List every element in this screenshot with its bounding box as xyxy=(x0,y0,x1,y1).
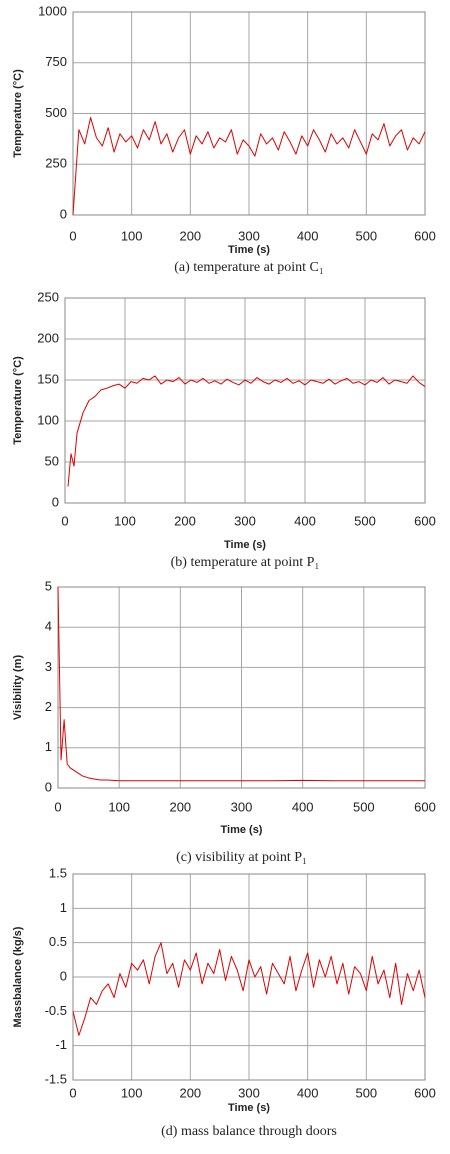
x-tick-label: 600 xyxy=(414,228,436,243)
x-tick-label: 0 xyxy=(61,513,68,528)
x-tick-label: 200 xyxy=(169,799,191,814)
x-tick-label: 600 xyxy=(414,513,436,528)
data-line xyxy=(72,117,426,216)
y-tick-label: 0 xyxy=(52,494,59,509)
y-tick-label: 1.5 xyxy=(49,865,67,880)
y-tick-label: 0 xyxy=(60,206,67,221)
x-tick-label: 400 xyxy=(297,1085,319,1100)
x-axis-title: Time (s) xyxy=(224,539,266,551)
plot-frame xyxy=(72,11,426,216)
y-tick-label: 750 xyxy=(45,54,67,69)
x-tick-label: 400 xyxy=(294,513,316,528)
caption: (a) temperature at point C₁ xyxy=(174,260,324,275)
y-axis-title: Temperature (°C) xyxy=(12,69,24,158)
x-tick-label: 100 xyxy=(121,1085,143,1100)
y-tick-label: 0.5 xyxy=(49,934,67,949)
x-tick-label: 300 xyxy=(234,513,256,528)
x-tick-label: 600 xyxy=(414,1085,436,1100)
y-tick-label: 250 xyxy=(37,289,59,304)
data-line xyxy=(57,586,425,782)
caption: (b) temperature at point P₁ xyxy=(171,555,320,570)
y-tick-label: 5 xyxy=(45,578,52,593)
y-axis-title: Massbalance (kg/s) xyxy=(12,926,24,1027)
y-tick-label: 0 xyxy=(45,779,52,794)
plot-frame xyxy=(57,586,426,789)
x-tick-label: 300 xyxy=(238,1085,260,1100)
data-line xyxy=(67,375,426,487)
x-axis-title: Time (s) xyxy=(221,824,263,836)
x-tick-label: 400 xyxy=(297,228,319,243)
x-tick-label: 200 xyxy=(174,513,196,528)
x-tick-label: 100 xyxy=(121,228,143,243)
plot-frame xyxy=(72,873,426,1081)
y-tick-label: -1.5 xyxy=(45,1071,67,1086)
data-line xyxy=(72,942,426,1036)
y-tick-label: -1 xyxy=(55,1037,67,1052)
x-tick-label: 300 xyxy=(238,228,260,243)
x-tick-label: 600 xyxy=(414,799,436,814)
caption: (c) visibility at point P₁ xyxy=(176,850,307,865)
x-tick-label: 0 xyxy=(54,799,61,814)
x-tick-label: 100 xyxy=(108,799,130,814)
x-tick-label: 400 xyxy=(292,799,314,814)
x-axis-title: Time (s) xyxy=(228,244,270,256)
x-tick-label: 300 xyxy=(231,799,253,814)
y-tick-label: 100 xyxy=(37,412,59,427)
x-tick-label: 200 xyxy=(179,228,201,243)
x-tick-label: 500 xyxy=(355,228,377,243)
plot-frame xyxy=(64,297,426,504)
y-tick-label: 150 xyxy=(37,371,59,386)
y-tick-label: 50 xyxy=(45,453,59,468)
x-tick-label: 200 xyxy=(179,1085,201,1100)
y-tick-label: 200 xyxy=(37,330,59,345)
y-tick-label: 500 xyxy=(45,105,67,120)
y-tick-label: 0 xyxy=(60,968,67,983)
x-axis-title: Time (s) xyxy=(228,1102,270,1114)
caption: (d) mass balance through doors xyxy=(161,1124,337,1139)
x-tick-label: 500 xyxy=(354,513,376,528)
x-tick-label: 500 xyxy=(355,1085,377,1100)
x-tick-label: 0 xyxy=(69,228,76,243)
y-tick-label: 3 xyxy=(45,659,52,674)
y-tick-label: 1000 xyxy=(38,3,67,18)
y-tick-label: 1 xyxy=(45,739,52,754)
y-tick-label: 250 xyxy=(45,156,67,171)
y-tick-label: 2 xyxy=(45,699,52,714)
x-tick-label: 100 xyxy=(114,513,136,528)
y-axis-title: Visibility (m) xyxy=(12,655,24,721)
y-tick-label: 4 xyxy=(45,619,52,634)
x-tick-label: 0 xyxy=(69,1085,76,1100)
y-tick-label: 1 xyxy=(60,900,67,915)
y-axis-title: Temperature (°C) xyxy=(12,356,24,445)
y-tick-label: -0.5 xyxy=(45,1003,67,1018)
x-tick-label: 500 xyxy=(353,799,375,814)
